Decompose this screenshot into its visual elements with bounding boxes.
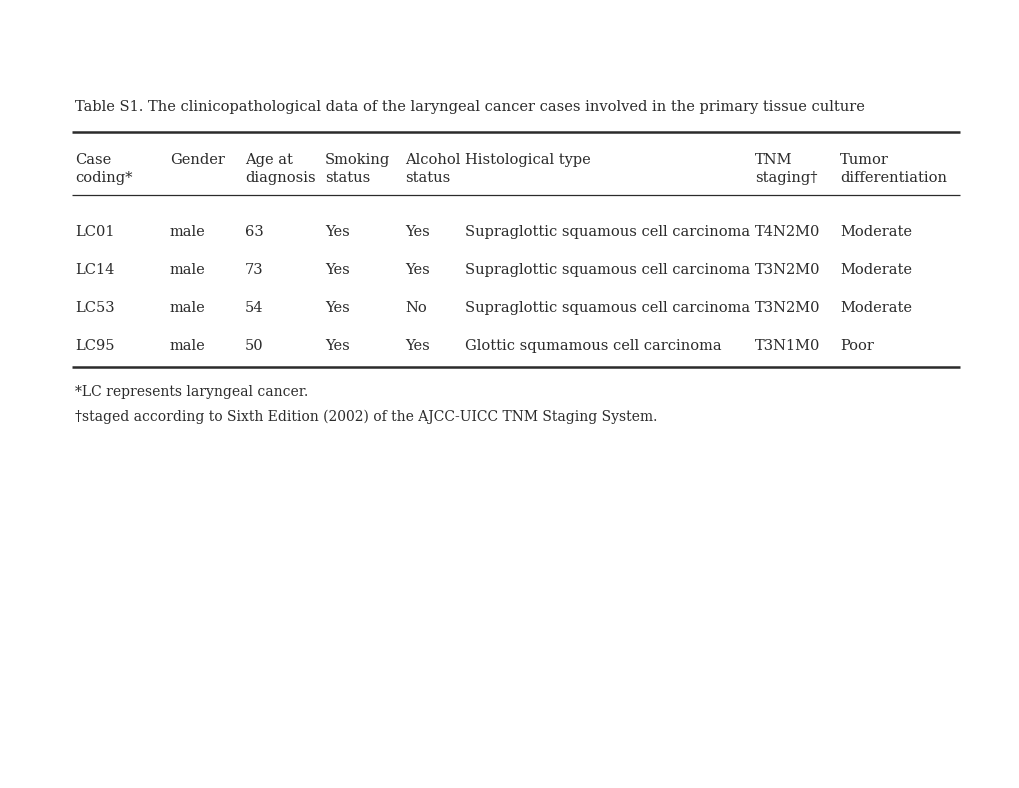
Text: differentiation: differentiation [840, 171, 946, 185]
Text: Smoking: Smoking [325, 153, 390, 167]
Text: LC14: LC14 [75, 263, 114, 277]
Text: T3N2M0: T3N2M0 [754, 301, 819, 315]
Text: Supraglottic squamous cell carcinoma: Supraglottic squamous cell carcinoma [465, 263, 749, 277]
Text: Yes: Yes [325, 225, 350, 239]
Text: coding*: coding* [75, 171, 132, 185]
Text: status: status [405, 171, 449, 185]
Text: Histological type: Histological type [465, 153, 590, 167]
Text: male: male [170, 339, 206, 353]
Text: Poor: Poor [840, 339, 873, 353]
Text: *LC represents laryngeal cancer.: *LC represents laryngeal cancer. [75, 385, 308, 399]
Text: male: male [170, 225, 206, 239]
Text: TNM: TNM [754, 153, 792, 167]
Text: 50: 50 [245, 339, 263, 353]
Text: diagnosis: diagnosis [245, 171, 315, 185]
Text: LC53: LC53 [75, 301, 114, 315]
Text: T3N1M0: T3N1M0 [754, 339, 819, 353]
Text: status: status [325, 171, 370, 185]
Text: Supraglottic squamous cell carcinoma: Supraglottic squamous cell carcinoma [465, 225, 749, 239]
Text: Alcohol: Alcohol [405, 153, 460, 167]
Text: Moderate: Moderate [840, 301, 911, 315]
Text: Moderate: Moderate [840, 263, 911, 277]
Text: 73: 73 [245, 263, 263, 277]
Text: Supraglottic squamous cell carcinoma: Supraglottic squamous cell carcinoma [465, 301, 749, 315]
Text: Gender: Gender [170, 153, 224, 167]
Text: Table S1. The clinicopathological data of the laryngeal cancer cases involved in: Table S1. The clinicopathological data o… [75, 100, 864, 114]
Text: †staged according to Sixth Edition (2002) of the AJCC-UICC TNM Staging System.: †staged according to Sixth Edition (2002… [75, 410, 656, 425]
Text: male: male [170, 301, 206, 315]
Text: T3N2M0: T3N2M0 [754, 263, 819, 277]
Text: Yes: Yes [405, 225, 429, 239]
Text: staging†: staging† [754, 171, 816, 185]
Text: Yes: Yes [405, 263, 429, 277]
Text: Glottic squmamous cell carcinoma: Glottic squmamous cell carcinoma [465, 339, 720, 353]
Text: Case: Case [75, 153, 111, 167]
Text: Yes: Yes [405, 339, 429, 353]
Text: Moderate: Moderate [840, 225, 911, 239]
Text: LC95: LC95 [75, 339, 114, 353]
Text: Yes: Yes [325, 301, 350, 315]
Text: 54: 54 [245, 301, 263, 315]
Text: T4N2M0: T4N2M0 [754, 225, 819, 239]
Text: 63: 63 [245, 225, 264, 239]
Text: Age at: Age at [245, 153, 292, 167]
Text: Yes: Yes [325, 339, 350, 353]
Text: Yes: Yes [325, 263, 350, 277]
Text: Tumor: Tumor [840, 153, 888, 167]
Text: LC01: LC01 [75, 225, 114, 239]
Text: No: No [405, 301, 426, 315]
Text: male: male [170, 263, 206, 277]
